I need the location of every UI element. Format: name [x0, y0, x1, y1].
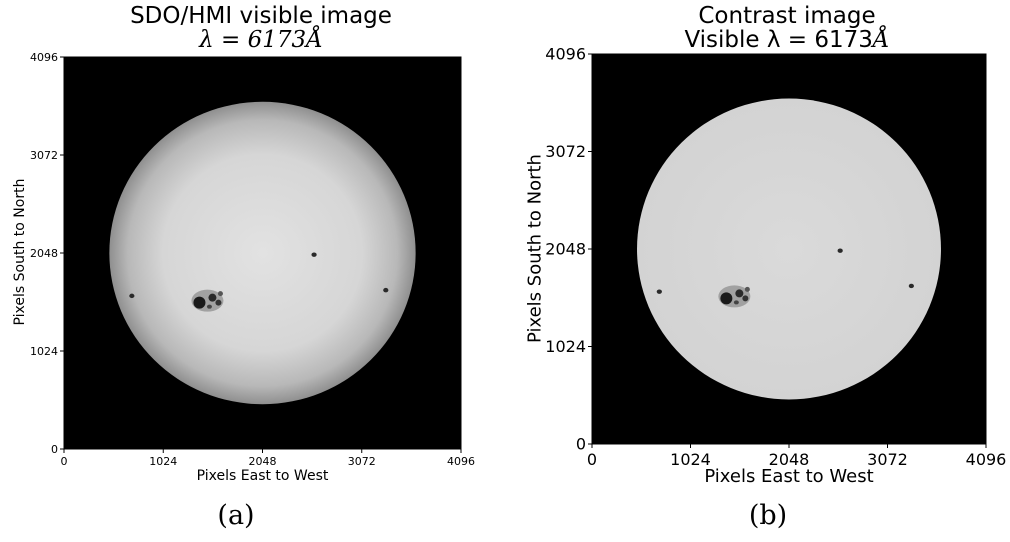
panel-b-caption: (b) [748, 500, 788, 531]
y-tick-label: 4096 [30, 51, 58, 64]
plot-a: 0 1024 2048 3072 4096 0 1024 2048 3072 4096 [30, 51, 475, 468]
sunspot-2 [837, 248, 843, 253]
solar-disk [637, 98, 941, 400]
panel-b-title-line2: Visible λ = 6173Å [588, 28, 986, 52]
panel-a-xlabel: Pixels East to West [196, 468, 329, 484]
sunspot-4 [129, 293, 135, 299]
panel-a-ylabel: Pixels South to North [12, 178, 28, 326]
panel-a-title: SDO/HMI visible image λ = 6173Å [60, 4, 462, 52]
x-tick-label: 1024 [149, 455, 177, 468]
y-tick-label: 0 [576, 435, 586, 454]
sunspot-1 [191, 289, 224, 312]
x-tick-label: 3072 [348, 455, 376, 468]
panel-b-title-lambda: Visible λ = 6173 [684, 27, 873, 53]
y-tick-label: 2048 [30, 247, 58, 260]
y-tick-label: 1024 [30, 345, 58, 358]
x-tick-label: 0 [61, 455, 68, 468]
sunspot-3 [908, 283, 914, 289]
panel-a-title-unit: Å [306, 27, 323, 53]
x-tick-label: 2048 [769, 450, 810, 469]
panel-b-title-unit: Å [872, 27, 890, 53]
y-tick-label: 3072 [30, 149, 58, 162]
sunspot-2 [311, 252, 317, 257]
sunspot-4 [656, 289, 662, 294]
sunspot-3 [383, 287, 389, 293]
x-tick-label: 4096 [966, 450, 1007, 469]
x-tick-label: 0 [587, 450, 597, 469]
y-tick-label: 4096 [545, 45, 586, 64]
y-tick-label: 1024 [545, 337, 586, 356]
panel-a-title-line1: SDO/HMI visible image [130, 3, 392, 29]
y-tick-label: 0 [51, 443, 58, 456]
panel-b-ylabel: Pixels South to North [524, 154, 546, 343]
sunspot-1 [718, 285, 751, 308]
solar-disk [109, 101, 416, 405]
x-tick-label: 3072 [867, 450, 908, 469]
panel-a-caption: (a) [217, 500, 255, 531]
panel-b-xlabel: Pixels East to West [704, 466, 874, 487]
x-tick-label: 2048 [249, 455, 277, 468]
y-tick-label: 2048 [545, 240, 586, 259]
y-tick-label: 3072 [545, 142, 586, 161]
plot-b: 0 1024 2048 3072 4096 0 1024 2048 3072 4096 [545, 45, 1006, 469]
x-tick-label: 4096 [447, 455, 475, 468]
panel-b-title: Contrast image Visible λ = 6173Å [588, 4, 986, 52]
x-tick-label: 1024 [670, 450, 711, 469]
panel-a-title-line2: λ = 6173Å [60, 28, 462, 52]
panel-b-title-line1: Contrast image [698, 3, 876, 29]
panel-a-title-lambda: λ = 6173 [199, 27, 307, 53]
